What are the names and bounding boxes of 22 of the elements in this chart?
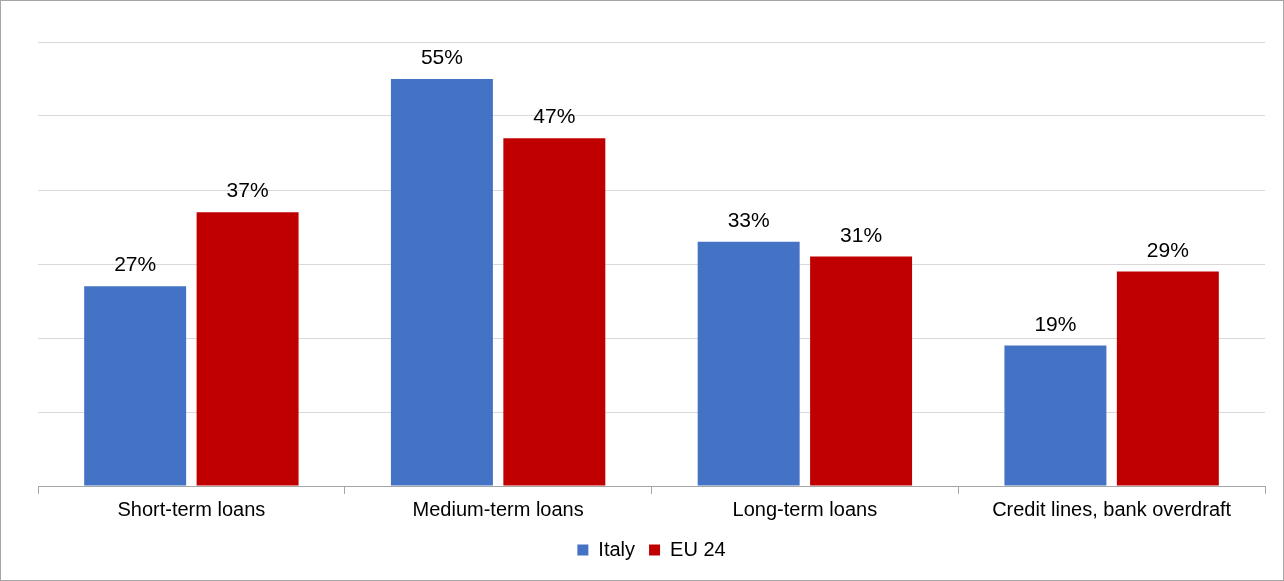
bar bbox=[1004, 345, 1107, 486]
bar bbox=[1116, 271, 1219, 486]
data-label: 37% bbox=[226, 178, 269, 202]
bar bbox=[503, 138, 606, 486]
data-label: 47% bbox=[533, 104, 576, 128]
x-tick-label: Short-term loans bbox=[117, 497, 266, 520]
x-tick-label: Long-term loans bbox=[732, 497, 878, 520]
bar bbox=[810, 256, 913, 486]
data-label: 27% bbox=[114, 252, 157, 276]
legend-label: EU 24 bbox=[670, 537, 726, 560]
data-label: 55% bbox=[420, 45, 463, 69]
bar bbox=[196, 212, 299, 486]
data-label: 33% bbox=[727, 208, 770, 232]
bar bbox=[390, 79, 493, 486]
bar bbox=[84, 286, 187, 486]
data-label: 29% bbox=[1146, 237, 1189, 261]
x-tick-label: Medium-term loans bbox=[412, 497, 584, 520]
x-tick-label: Credit lines, bank overdraft bbox=[992, 497, 1232, 520]
data-label: 19% bbox=[1034, 311, 1077, 335]
legend-label: Italy bbox=[598, 537, 636, 560]
bar bbox=[697, 241, 800, 486]
data-label: 31% bbox=[840, 222, 883, 246]
